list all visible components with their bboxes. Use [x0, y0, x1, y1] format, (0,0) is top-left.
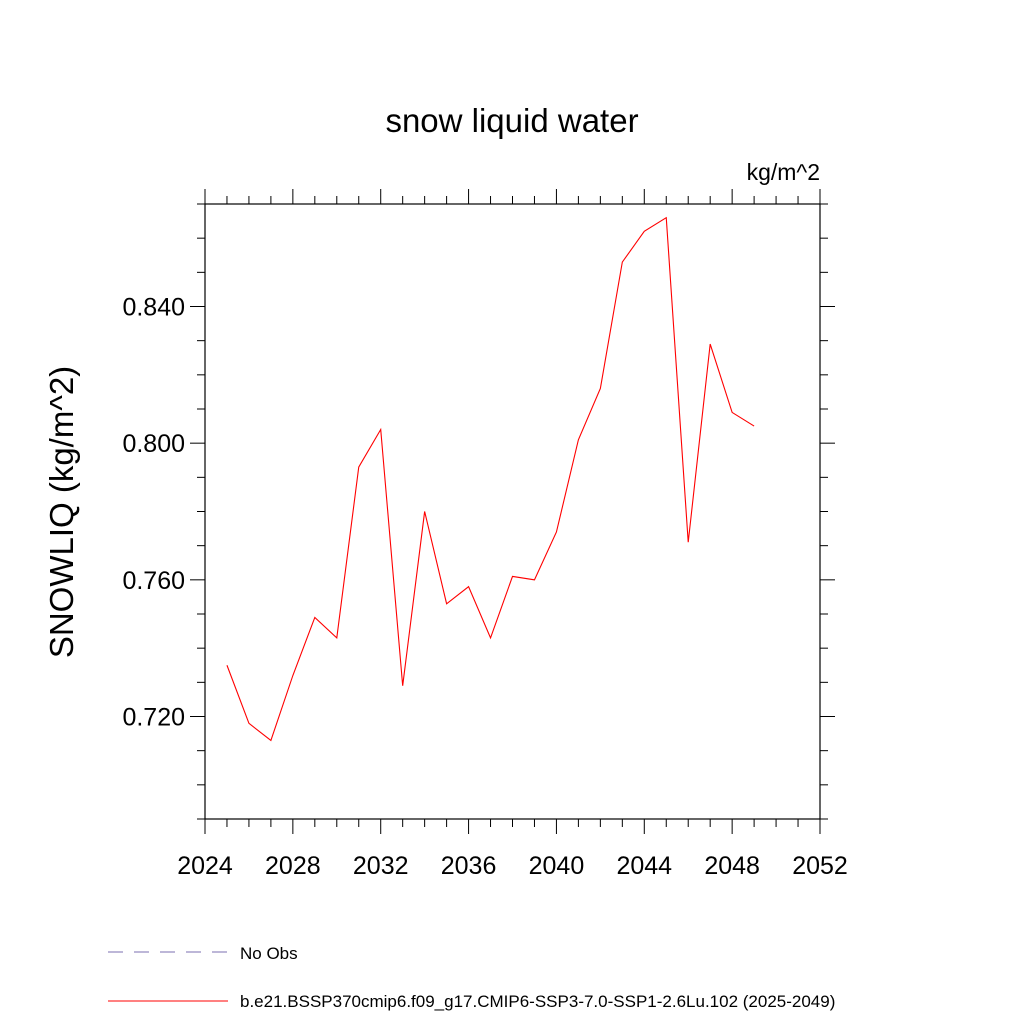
legend: No Obs b.e21.BSSP370cmip6.f09_g17.CMIP6-… [108, 944, 835, 1011]
x-tick-label: 2036 [441, 852, 497, 880]
x-tick-label: 2028 [265, 852, 321, 880]
x-tick-label: 2024 [177, 852, 233, 880]
x-tick-labels: 2024 2028 2032 2036 2040 2044 2048 2052 [177, 852, 848, 880]
axis-ticks [190, 189, 835, 834]
x-tick-label: 2048 [704, 852, 760, 880]
x-tick-label: 2052 [792, 852, 848, 880]
x-tick-label: 2032 [353, 852, 409, 880]
y-tick-labels: 0.720 0.760 0.800 0.840 [122, 294, 185, 732]
series-lines [226, 216, 755, 742]
y-tick-label: 0.720 [122, 704, 185, 732]
y-tick-label: 0.760 [122, 567, 185, 595]
y-tick-label: 0.840 [122, 294, 185, 322]
y-tick-label: 0.800 [122, 430, 185, 458]
legend-label-no-obs: No Obs [240, 944, 298, 963]
x-tick-label: 2040 [529, 852, 585, 880]
x-tick-label: 2044 [616, 852, 672, 880]
legend-label-model: b.e21.BSSP370cmip6.f09_g17.CMIP6-SSP3-7.… [240, 992, 835, 1011]
y-axis-label: SNOWLIQ (kg/m^2) [43, 366, 80, 658]
plot-frame [204, 203, 821, 820]
chart-title: snow liquid water [385, 102, 638, 139]
series-line [226, 216, 755, 742]
units-label: kg/m^2 [747, 159, 820, 185]
